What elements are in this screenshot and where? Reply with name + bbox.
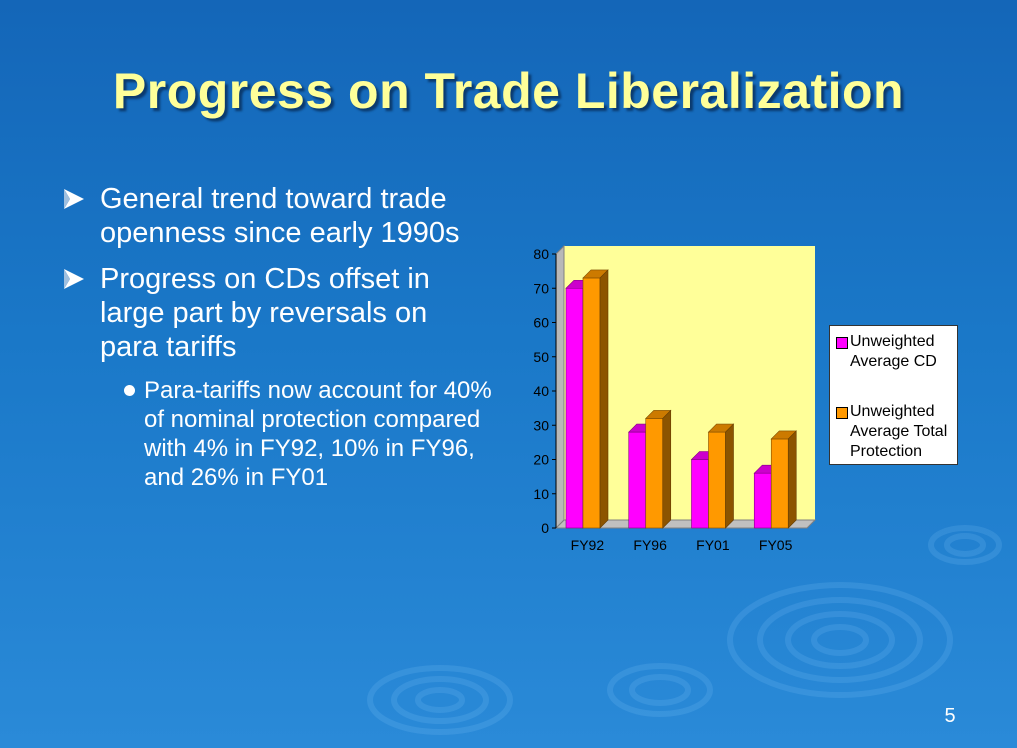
bar-front — [645, 418, 664, 529]
bar-front — [565, 287, 584, 529]
dot-bullet-icon — [124, 385, 135, 396]
y-tick-label: 60 — [533, 315, 549, 331]
bar-front — [691, 459, 709, 529]
sub-bullet-text: Para-tariffs now account for 40% of nomi… — [144, 377, 492, 491]
slide-number: 5 — [944, 705, 956, 727]
bar-side — [662, 409, 672, 529]
y-tick-label: 10 — [533, 486, 549, 502]
bar-side — [787, 430, 797, 529]
arrow-bullet-icon — [64, 189, 84, 209]
y-tick-label: 50 — [533, 349, 549, 365]
slide-title: Progress on Trade Liberalization — [112, 63, 905, 119]
legend-label: Unweighted Average CD — [850, 333, 937, 370]
bar-front — [582, 277, 601, 529]
bullet-text: General trend toward trade openness sinc… — [100, 183, 460, 249]
x-tick-label: FY05 — [759, 537, 793, 553]
legend-label: Unweighted Average Total Protection — [850, 403, 948, 460]
bullet-item: Progress on CDs offset in large part by … — [62, 262, 492, 364]
x-tick-label: FY96 — [633, 537, 667, 553]
legend-swatch — [836, 337, 848, 349]
y-tick-label: 0 — [541, 520, 549, 536]
bullet-item: General trend toward trade openness sinc… — [62, 182, 492, 250]
bar-front — [753, 472, 772, 529]
y-tick-label: 70 — [533, 280, 549, 296]
legend-item: Unweighted Average CD — [836, 332, 957, 372]
bar-side — [599, 269, 609, 529]
chart-legend: Unweighted Average CD Unweighted Average… — [829, 325, 958, 465]
x-tick-label: FY01 — [696, 537, 730, 553]
bullet-text: Progress on CDs offset in large part by … — [100, 263, 430, 363]
x-tick-label: FY92 — [571, 537, 605, 553]
bullet-list: General trend toward trade openness sinc… — [62, 182, 492, 492]
y-tick-label: 30 — [533, 417, 549, 433]
bar-chart: 0 10 20 30 40 50 60 70 80 FY92 FY96 FY01 FY05 — [533, 244, 817, 553]
bar-front — [770, 438, 789, 529]
arrow-bullet-icon — [64, 269, 84, 289]
chart-side-wall — [555, 244, 565, 530]
legend-swatch — [836, 407, 848, 419]
bar-front — [708, 431, 726, 529]
bar-front — [628, 431, 647, 529]
y-tick-label: 80 — [533, 246, 549, 262]
bar-side — [725, 423, 734, 529]
sub-bullet-item: Para-tariffs now account for 40% of nomi… — [62, 376, 492, 492]
y-tick-label: 20 — [533, 452, 549, 468]
y-tick-label: 40 — [533, 383, 549, 399]
legend-item: Unweighted Average Total Protection — [836, 402, 957, 462]
